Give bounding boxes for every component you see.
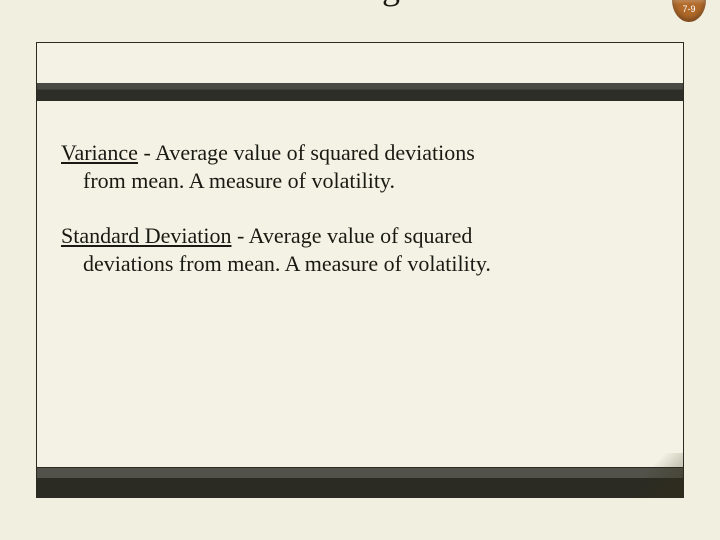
def-variance-line1: - Average value of squared deviations [138, 140, 475, 165]
definition-stddev: Standard Deviation - Average value of sq… [61, 222, 659, 277]
footer-bar [37, 467, 683, 497]
corner-decoration [623, 453, 683, 497]
slide: 7-9 Variance - Average value of squared … [0, 0, 720, 540]
slide-title: Measuring Risk [0, 0, 720, 8]
content-frame: Variance - Average value of squared devi… [36, 42, 684, 498]
def-stddev-line1: - Average value of squared [231, 223, 472, 248]
def-stddev-line2: deviations from mean. A measure of volat… [61, 250, 659, 278]
def-variance-line2: from mean. A measure of volatility. [61, 167, 659, 195]
body-text: Variance - Average value of squared devi… [61, 139, 659, 305]
definition-variance: Variance - Average value of squared devi… [61, 139, 659, 194]
term-stddev: Standard Deviation [61, 223, 231, 248]
term-variance: Variance [61, 140, 138, 165]
header-band [37, 43, 683, 101]
